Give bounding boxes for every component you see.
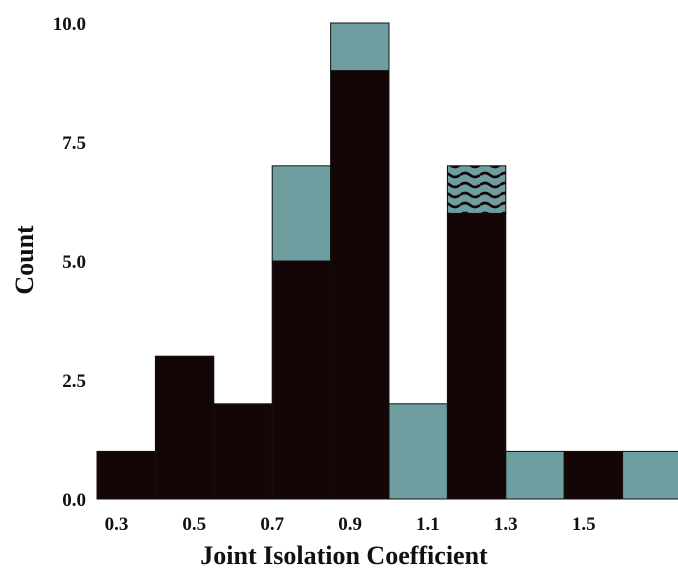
bar-bin-3-series-0 (271, 260, 332, 500)
x-tick-label: 0.3 (105, 514, 129, 535)
x-tick-label: 0.9 (338, 514, 362, 535)
bar-bin-9-series-1 (622, 450, 678, 500)
bar-bin-1-series-0 (154, 355, 215, 500)
bar-bin-2-series-0 (213, 403, 273, 500)
bar-bin-4-series-0 (330, 70, 390, 500)
x-tick-label: 1.1 (416, 514, 440, 535)
y-tick-label: 10.0 (53, 14, 86, 35)
y-tick-label: 2.5 (62, 371, 86, 392)
x-tick-label: 0.5 (182, 514, 206, 535)
y-axis-title: Count (10, 225, 39, 295)
bars-group (96, 22, 678, 500)
bar-bin-4-series-1 (330, 22, 390, 72)
x-tick-label: 1.5 (572, 514, 596, 535)
y-tick-label: 7.5 (62, 133, 86, 154)
y-tick-label: 0.0 (62, 490, 86, 511)
bar-bin-3-series-1 (271, 165, 332, 262)
bar-bin-0-series-0 (96, 450, 156, 500)
bar-bin-6-series-2 (446, 165, 507, 214)
bar-bin-7-series-1 (505, 450, 565, 500)
x-axis-ticks: 0.3 0.5 0.7 0.9 1.1 1.3 1.5 (105, 514, 596, 535)
x-tick-label: 1.3 (494, 514, 518, 535)
bar-bin-5-series-1 (388, 403, 448, 500)
x-tick-label: 0.7 (260, 514, 284, 535)
bar-bin-6-series-0 (446, 212, 507, 500)
bar-bin-8-series-0 (563, 450, 624, 500)
y-tick-label: 5.0 (62, 252, 86, 273)
x-axis-title: Joint Isolation Coefficient (200, 541, 488, 570)
y-axis-ticks: 0.0 2.5 5.0 7.5 10.0 (53, 14, 86, 511)
